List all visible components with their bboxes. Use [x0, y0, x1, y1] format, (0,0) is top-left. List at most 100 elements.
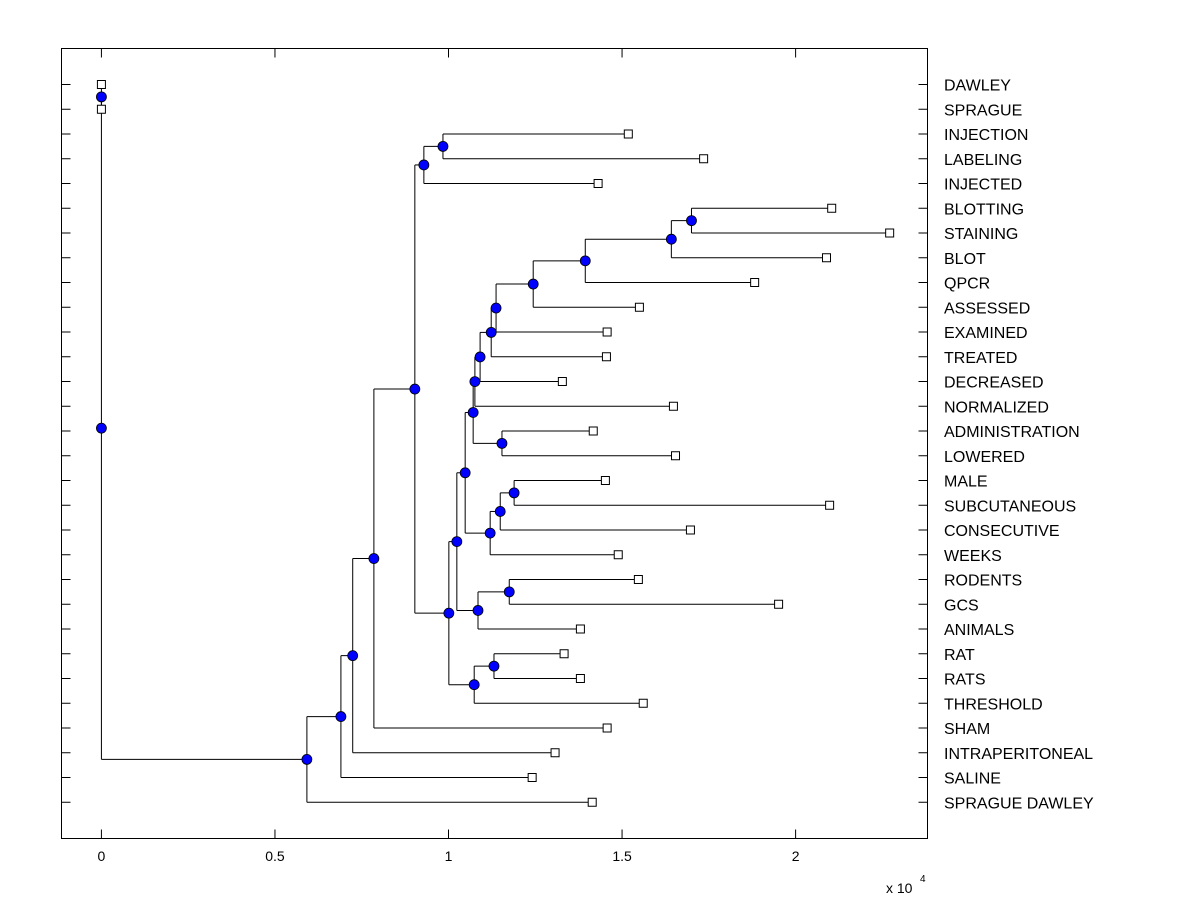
leaf-label: INJECTED — [944, 177, 1022, 194]
leaf-label: DECREASED — [944, 375, 1044, 392]
leaf-label: SPRAGUE — [944, 102, 1022, 119]
node-marker — [503, 586, 515, 598]
leaf-label: RODENTS — [944, 573, 1022, 590]
leaf-marker — [821, 253, 831, 263]
node-marker — [96, 422, 107, 434]
node-marker — [451, 536, 463, 548]
leaf-label: SALINE — [944, 771, 1001, 788]
leaf-label: LOWERED — [944, 449, 1025, 466]
node-marker — [459, 467, 471, 479]
leaf-label: INJECTION — [944, 127, 1028, 144]
leaf-marker — [575, 624, 585, 634]
node-marker — [494, 506, 506, 517]
leaf-labels: DAWLEY SPRAGUE INJECTION LABELING INJECTED BL… — [944, 78, 1094, 813]
x-tick-label: 1 — [445, 848, 453, 864]
leaf-marker — [825, 500, 835, 510]
leaf-marker — [600, 476, 610, 485]
leaf-label: WEEKS — [944, 548, 1002, 565]
leaf-label: MALE — [944, 474, 988, 491]
node-marker — [347, 650, 359, 662]
leaf-marker — [96, 80, 106, 89]
node-marker — [335, 711, 347, 722]
dendrogram-markers — [96, 80, 895, 807]
leaf-marker — [750, 278, 760, 287]
leaf-marker — [588, 426, 598, 436]
leaf-marker — [685, 525, 695, 535]
leaf-label: DAWLEY — [944, 78, 1011, 95]
leaf-marker — [602, 723, 612, 733]
leaf-label: STAINING — [944, 226, 1018, 243]
leaf-marker — [827, 203, 837, 213]
leaf-label: SUBCUTANEOUS — [944, 498, 1076, 515]
leaf-marker — [885, 228, 895, 238]
node-marker — [665, 233, 677, 245]
x-multiplier-label: x 10 — [886, 880, 913, 896]
node-marker — [437, 140, 449, 152]
node-marker — [467, 407, 479, 418]
leaf-marker — [602, 327, 612, 337]
node-marker — [472, 605, 484, 616]
leaf-label: THRESHOLD — [944, 696, 1043, 713]
leaf-label: BLOTTING — [944, 201, 1024, 218]
leaf-label: TREATED — [944, 350, 1017, 367]
node-marker — [368, 553, 380, 564]
node-marker — [96, 91, 107, 103]
leaf-marker — [550, 748, 560, 758]
node-marker — [301, 754, 313, 765]
leaf-label: ANIMALS — [944, 622, 1014, 639]
leaf-marker — [623, 129, 633, 139]
x-tick-labels: 0 0.5 1 1.5 2 — [98, 848, 800, 864]
leaf-marker — [613, 550, 623, 560]
leaf-marker — [96, 104, 106, 114]
leaf-marker — [593, 179, 603, 188]
x-tick-label: 0 — [98, 848, 106, 864]
node-marker — [508, 487, 520, 499]
leaf-label: SHAM — [944, 721, 990, 738]
axis-ticks — [61, 48, 928, 839]
leaf-label: INTRAPERITONEAL — [944, 746, 1093, 763]
leaf-marker — [634, 302, 644, 312]
leaf-marker — [601, 352, 611, 362]
node-marker — [484, 527, 496, 539]
leaf-label: ASSESSED — [944, 300, 1030, 317]
leaf-label: BLOT — [944, 251, 986, 268]
x-tick-label: 2 — [792, 848, 800, 864]
leaf-marker — [668, 401, 678, 411]
leaf-marker — [671, 451, 681, 461]
leaf-marker — [559, 649, 569, 659]
leaf-label: ADMINISTRATION — [944, 424, 1080, 441]
leaf-label: EXAMINED — [944, 325, 1028, 342]
leaf-marker — [774, 599, 784, 609]
node-marker — [418, 159, 430, 171]
leaf-label: NORMALIZED — [944, 399, 1049, 416]
leaf-marker — [575, 674, 585, 683]
node-marker — [468, 679, 480, 691]
leaf-label: SPRAGUE DAWLEY — [944, 795, 1094, 812]
leaf-label: CONSECUTIVE — [944, 523, 1060, 540]
leaf-marker — [527, 773, 537, 782]
node-marker — [496, 437, 508, 449]
node-marker — [686, 215, 697, 227]
leaf-marker — [638, 698, 648, 708]
node-marker — [488, 660, 500, 672]
x-multiplier-exponent: 4 — [920, 874, 926, 885]
leaf-marker — [587, 797, 597, 807]
leaf-marker — [699, 154, 709, 164]
leaf-label: RATS — [944, 672, 985, 689]
x-tick-label: 0.5 — [265, 848, 285, 864]
node-marker — [485, 326, 497, 338]
node-marker — [469, 376, 481, 387]
leaf-marker — [557, 377, 567, 386]
leaf-label: GCS — [944, 597, 979, 614]
node-marker — [579, 255, 591, 267]
leaf-label: LABELING — [944, 152, 1022, 169]
leaf-marker — [633, 575, 643, 584]
node-marker — [527, 278, 539, 290]
x-tick-label: 1.5 — [612, 848, 632, 864]
node-marker — [490, 302, 502, 314]
leaf-label: RAT — [944, 647, 975, 664]
node-marker — [443, 607, 455, 619]
node-marker — [409, 383, 421, 395]
leaf-label: QPCR — [944, 276, 990, 293]
